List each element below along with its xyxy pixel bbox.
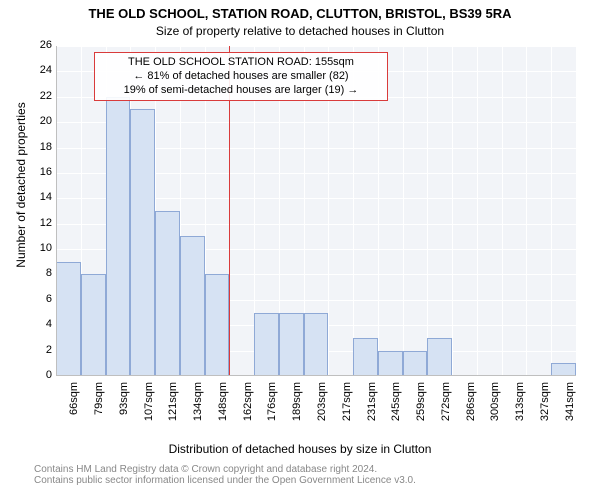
chart-subtitle: Size of property relative to detached ho… xyxy=(0,24,600,38)
chart-container: THE OLD SCHOOL, STATION ROAD, CLUTTON, B… xyxy=(0,0,600,500)
x-tick-label: 217sqm xyxy=(341,382,353,432)
annotation-line-2: ← 81% of detached houses are smaller (82… xyxy=(101,70,381,84)
x-axis-line xyxy=(56,375,576,376)
footer-attribution: Contains HM Land Registry data © Crown c… xyxy=(34,464,416,486)
x-tick-label: 313sqm xyxy=(514,382,526,432)
x-tick-label: 134sqm xyxy=(192,382,204,432)
annotation-line-1: THE OLD SCHOOL STATION ROAD: 155sqm xyxy=(101,56,381,70)
x-tick-label: 341sqm xyxy=(564,382,576,432)
x-tick-label: 162sqm xyxy=(242,382,254,432)
x-axis-label: Distribution of detached houses by size … xyxy=(0,442,600,456)
y-tick-label: 26 xyxy=(26,39,52,51)
x-tick-label: 148sqm xyxy=(217,382,229,432)
histogram-bar xyxy=(56,262,81,376)
y-tick-label: 10 xyxy=(26,242,52,254)
y-tick-label: 2 xyxy=(26,344,52,356)
y-tick-label: 24 xyxy=(26,64,52,76)
y-tick-label: 22 xyxy=(26,90,52,102)
histogram-bar xyxy=(180,236,205,376)
histogram-bar xyxy=(205,274,230,376)
histogram-bar xyxy=(353,338,378,376)
footer-line-1: Contains HM Land Registry data © Crown c… xyxy=(34,464,416,475)
x-tick-label: 272sqm xyxy=(440,382,452,432)
y-tick-label: 18 xyxy=(26,141,52,153)
y-tick-label: 0 xyxy=(26,369,52,381)
histogram-bar xyxy=(304,313,329,376)
annotation-line-3: 19% of semi-detached houses are larger (… xyxy=(101,84,381,98)
footer-line-2: Contains public sector information licen… xyxy=(34,475,416,486)
histogram-bar xyxy=(81,274,106,376)
y-tick-label: 8 xyxy=(26,267,52,279)
histogram-bar xyxy=(155,211,180,376)
x-tick-label: 121sqm xyxy=(167,382,179,432)
histogram-bar xyxy=(378,351,403,376)
y-tick-label: 12 xyxy=(26,217,52,229)
annotation-box: THE OLD SCHOOL STATION ROAD: 155sqm ← 81… xyxy=(94,52,388,101)
y-tick-label: 14 xyxy=(26,191,52,203)
x-tick-label: 189sqm xyxy=(291,382,303,432)
x-tick-label: 93sqm xyxy=(118,382,130,432)
y-tick-label: 6 xyxy=(26,293,52,305)
y-tick-label: 20 xyxy=(26,115,52,127)
x-tick-label: 79sqm xyxy=(93,382,105,432)
y-axis-line xyxy=(56,46,57,376)
chart-title: THE OLD SCHOOL, STATION ROAD, CLUTTON, B… xyxy=(0,6,600,21)
histogram-bar xyxy=(130,109,155,376)
x-tick-label: 300sqm xyxy=(489,382,501,432)
histogram-bar xyxy=(106,97,131,376)
y-tick-label: 16 xyxy=(26,166,52,178)
x-tick-label: 203sqm xyxy=(316,382,328,432)
histogram-bar xyxy=(254,313,279,376)
x-tick-label: 107sqm xyxy=(143,382,155,432)
x-tick-label: 176sqm xyxy=(266,382,278,432)
y-tick-label: 4 xyxy=(26,318,52,330)
x-tick-label: 327sqm xyxy=(539,382,551,432)
x-tick-label: 286sqm xyxy=(465,382,477,432)
x-tick-label: 66sqm xyxy=(68,382,80,432)
x-tick-label: 245sqm xyxy=(390,382,402,432)
histogram-bar xyxy=(403,351,428,376)
x-tick-label: 231sqm xyxy=(366,382,378,432)
histogram-bar xyxy=(279,313,304,376)
histogram-bar xyxy=(427,338,452,376)
x-tick-label: 259sqm xyxy=(415,382,427,432)
